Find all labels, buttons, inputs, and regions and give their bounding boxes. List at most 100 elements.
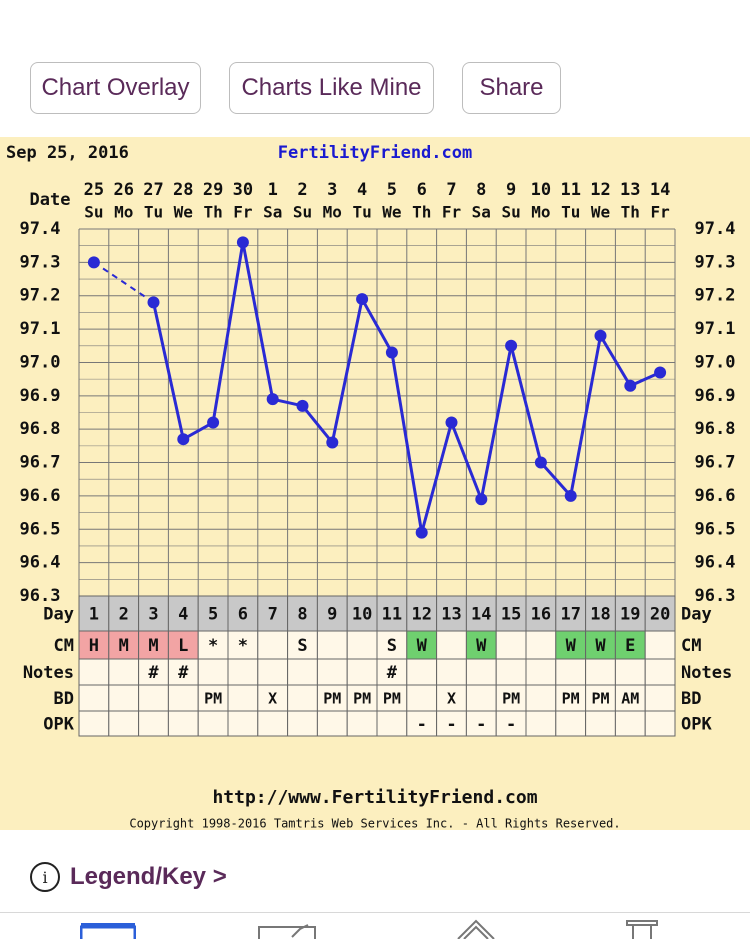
y-tick-label-left: 97.3 [20,252,61,272]
weekday-header: Tu [144,203,163,222]
cm-cell [78,630,110,660]
opk-cell [585,710,616,737]
inbox-icon[interactable] [625,919,659,939]
bd-cell [406,684,438,712]
temperature-point [624,379,637,392]
cm-cell [197,630,229,660]
notes-cell [495,658,527,686]
date-header: 10 [531,180,551,200]
bd-cell [614,684,646,712]
y-tick-label-right: 97.4 [695,219,736,239]
day-value: 20 [650,605,670,625]
weekday-header: Th [412,203,431,222]
temperature-line-segment [479,345,513,500]
date-header: 5 [387,180,397,200]
bd-cell [376,684,408,712]
notes-cell [436,658,467,686]
cm-cell [346,630,378,660]
day-cell [376,595,408,632]
day-value: 11 [382,605,402,625]
opk-cell [197,710,229,737]
chart-overlay-button[interactable]: Chart Overlay [30,62,201,114]
share-button[interactable]: Share [462,62,561,114]
bd-cell [585,684,616,712]
weekday-header: Sa [472,203,491,222]
temperature-line-segment [509,345,543,463]
day-cell [257,595,289,632]
date-header: 7 [446,180,456,200]
bottom-tab-bar [0,912,750,939]
day-value: 9 [327,605,337,625]
weekday-header: We [591,203,610,222]
cm-value: H [89,636,99,656]
notes-cell [257,658,289,686]
legend-key-link[interactable]: i Legend/Key > [30,862,227,892]
weekday-header: Tu [561,203,580,222]
date-header: 9 [506,180,516,200]
notes-cell [108,658,140,686]
y-tick-label-right: 97.3 [695,252,736,272]
day-value: 7 [268,605,278,625]
cm-cell [436,630,467,660]
day-value: 15 [501,605,521,625]
opk-cell [78,710,110,737]
opk-cell [257,710,289,737]
opk-cell [644,710,676,737]
day-row-label: Day [43,605,74,625]
day-value: 18 [590,605,610,625]
bd-value: PM [204,690,222,708]
notes-value: # [387,663,398,683]
bd-cell [287,684,318,712]
footer-url: http://www.FertilityFriend.com [212,787,537,808]
temperature-line-segment [450,421,483,500]
checklist-icon[interactable] [258,923,316,939]
notes-cell [614,658,646,686]
opk-cell [614,710,646,737]
cm-value: S [387,636,397,656]
bd-cell [138,684,169,712]
day-row-label-right: Day [681,605,712,625]
opk-value: - [506,715,516,735]
notes-cell [376,658,408,686]
temperature-line-segment [599,334,632,387]
weekday-header: Mo [531,203,550,222]
opk-value: - [417,715,427,735]
cm-cell [644,630,676,660]
opk-row-label: OPK [43,715,74,735]
cm-value: * [238,636,248,656]
temperature-point [87,256,100,269]
notes-cell [227,658,259,686]
footer-copyright: Copyright 1998-2016 Tamtris Web Services… [129,817,620,831]
y-tick-label-left: 96.4 [20,553,61,573]
y-tick-label-right: 97.1 [695,319,736,339]
date-header: 26 [113,180,133,200]
tag-icon[interactable] [456,917,496,939]
day-cell [406,595,438,632]
calendar-icon[interactable] [80,923,136,939]
opk-cell [108,710,140,737]
day-value: 2 [119,605,129,625]
temperature-line-segment [420,422,453,534]
temperature-line-segment [360,298,394,354]
day-value: 5 [208,605,218,625]
temperature-line-segment [152,302,185,440]
bd-value: PM [562,690,580,708]
charts-like-mine-button[interactable]: Charts Like Mine [229,62,434,114]
opk-cell [555,710,587,737]
notes-row-label: Notes [23,663,74,683]
weekday-header: We [382,203,401,222]
date-header: 13 [620,180,640,200]
day-value: 3 [148,605,158,625]
y-tick-label-left: 97.2 [20,286,61,306]
y-tick-label-left: 96.6 [20,486,61,506]
date-header: 14 [650,180,670,200]
weekday-header: Fr [233,203,252,222]
temperature-point [147,296,160,309]
date-header: 12 [590,180,610,200]
bd-row-label-right: BD [681,689,701,709]
date-header: 27 [143,180,163,200]
cm-value: M [119,636,129,656]
temperature-line-segment [390,352,424,533]
date-header: 4 [357,180,367,200]
